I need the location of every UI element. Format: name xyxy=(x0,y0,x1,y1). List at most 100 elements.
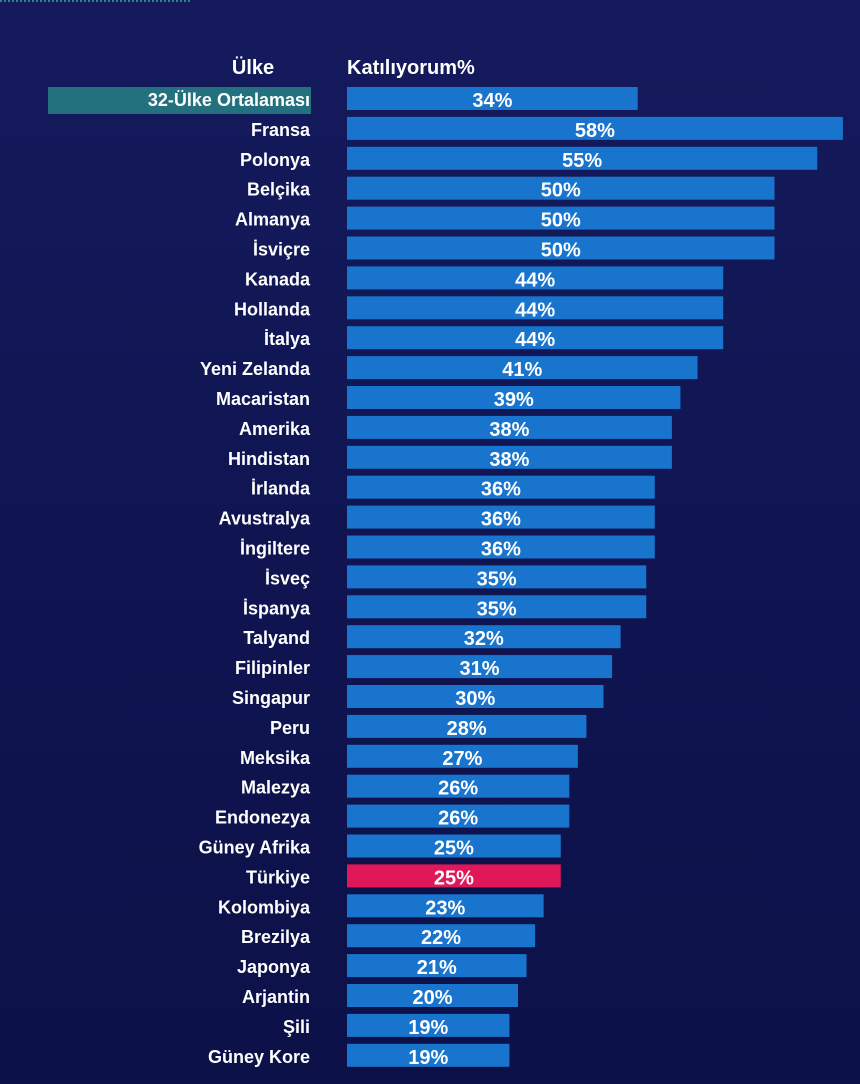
bar xyxy=(347,984,518,1007)
value-label: 32% xyxy=(464,628,504,650)
bar xyxy=(347,505,655,529)
category-label: Almanya xyxy=(235,210,311,230)
value-label: 31% xyxy=(460,658,500,680)
category-label: Kolombiya xyxy=(218,897,311,917)
value-label: 50% xyxy=(541,210,581,232)
category-label: Güney Afrika xyxy=(199,838,311,858)
value-label: 41% xyxy=(502,359,542,381)
value-label: 27% xyxy=(442,748,482,770)
category-label: Endonezya xyxy=(215,808,311,828)
bar xyxy=(347,116,843,140)
bar xyxy=(347,924,536,948)
value-label: 55% xyxy=(562,150,602,172)
category-label: Brezilya xyxy=(241,927,311,947)
bar-highlight xyxy=(347,864,561,888)
bar xyxy=(347,415,672,439)
category-label: İtalya xyxy=(264,329,311,349)
value-label: 26% xyxy=(438,778,478,800)
value-label: 26% xyxy=(438,808,478,830)
category-label: İrlanda xyxy=(251,479,311,499)
value-label: 58% xyxy=(575,120,615,142)
category-label: Filipinler xyxy=(235,658,310,678)
category-label: Amerika xyxy=(239,419,311,439)
category-label: Türkiye xyxy=(246,867,310,887)
bar xyxy=(347,236,775,260)
category-label: Belçika xyxy=(247,180,311,200)
bar xyxy=(347,445,672,469)
bar xyxy=(347,804,570,828)
category-label: Şili xyxy=(283,1017,310,1037)
value-label: 23% xyxy=(425,897,465,919)
top-decorative-line xyxy=(0,0,190,4)
value-label: 44% xyxy=(515,269,555,291)
bar xyxy=(347,386,681,409)
category-label: İspanya xyxy=(243,598,311,618)
bar xyxy=(347,1043,510,1067)
bar xyxy=(347,714,587,738)
value-label: 25% xyxy=(434,867,474,889)
value-label: 44% xyxy=(515,329,555,351)
category-label: Polonya xyxy=(240,150,311,170)
bar xyxy=(347,266,724,290)
value-label: 22% xyxy=(421,927,461,949)
bar xyxy=(347,1013,510,1037)
average-label-highlight xyxy=(48,87,311,114)
value-label: 19% xyxy=(408,1017,448,1039)
bar xyxy=(347,774,570,798)
bar xyxy=(347,356,698,380)
value-label: 39% xyxy=(494,389,534,411)
bar xyxy=(347,685,604,708)
value-label: 19% xyxy=(408,1047,448,1069)
bar xyxy=(347,595,647,619)
value-label: 28% xyxy=(447,718,487,740)
category-label: Yeni Zelanda xyxy=(200,359,311,379)
category-header: Ülke xyxy=(232,56,274,79)
value-label: 36% xyxy=(481,509,521,531)
category-label: Hindistan xyxy=(228,449,310,469)
value-label: 20% xyxy=(412,987,452,1009)
category-label: İngiltere xyxy=(240,539,310,559)
bar xyxy=(347,87,638,110)
bar xyxy=(347,206,775,230)
bar xyxy=(347,475,655,499)
category-label: Arjantin xyxy=(242,987,310,1007)
category-label: Talyand xyxy=(243,628,310,648)
value-label: 35% xyxy=(477,568,517,590)
category-label: Fransa xyxy=(251,120,311,140)
value-label: 35% xyxy=(477,598,517,620)
value-label: 21% xyxy=(417,957,457,979)
category-label: 32-Ülke Ortalaması xyxy=(148,90,310,110)
category-label: Güney Kore xyxy=(208,1047,310,1067)
value-label: 50% xyxy=(541,240,581,262)
value-label: 44% xyxy=(515,299,555,321)
category-label: Hollanda xyxy=(234,299,311,319)
value-label: 38% xyxy=(489,449,529,471)
category-label: İsviçre xyxy=(253,240,310,260)
category-label: Peru xyxy=(270,718,310,738)
value-label: 38% xyxy=(489,419,529,441)
value-label: 36% xyxy=(481,539,521,561)
category-label: Malezya xyxy=(241,778,311,798)
category-label: Kanada xyxy=(245,269,311,289)
category-label: Macaristan xyxy=(216,389,310,409)
bar xyxy=(347,744,578,768)
bar xyxy=(347,655,613,679)
bar xyxy=(347,176,775,200)
bar xyxy=(347,954,527,978)
value-label: 30% xyxy=(455,688,495,710)
bar xyxy=(347,146,818,170)
category-label: İsveç xyxy=(265,568,310,588)
value-label: 50% xyxy=(541,180,581,202)
bar xyxy=(347,296,724,320)
value-header: Katılıyorum% xyxy=(347,57,475,79)
bar xyxy=(347,565,647,589)
category-label: Singapur xyxy=(232,688,310,708)
category-label: Meksika xyxy=(240,748,311,768)
category-label: Japonya xyxy=(237,957,311,977)
bar xyxy=(347,894,544,918)
bar xyxy=(347,535,655,559)
bar xyxy=(347,834,561,858)
bar xyxy=(347,326,724,350)
bar xyxy=(347,625,621,649)
value-label: 34% xyxy=(472,90,512,112)
